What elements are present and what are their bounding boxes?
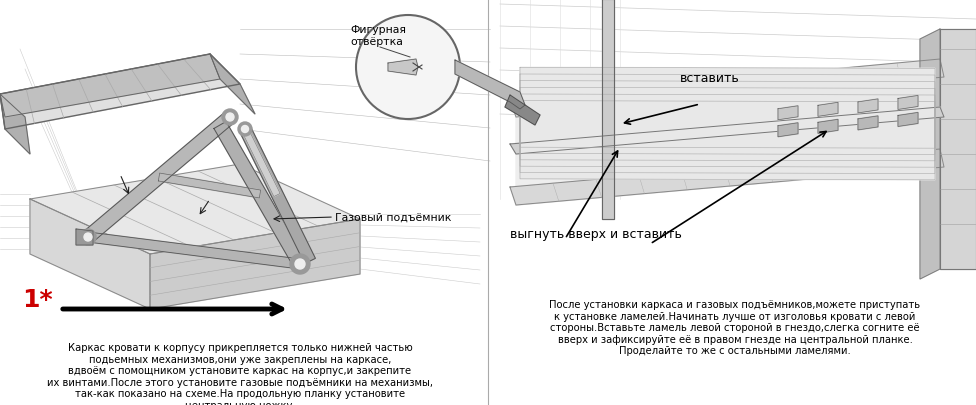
Polygon shape <box>510 149 944 205</box>
Polygon shape <box>520 88 935 168</box>
Polygon shape <box>940 30 976 269</box>
Polygon shape <box>244 133 280 197</box>
Polygon shape <box>210 55 255 115</box>
Circle shape <box>238 123 252 136</box>
Circle shape <box>241 126 249 133</box>
Circle shape <box>295 259 305 269</box>
Circle shape <box>290 254 310 274</box>
Polygon shape <box>520 75 935 155</box>
Polygon shape <box>76 230 93 245</box>
Polygon shape <box>778 124 798 137</box>
Polygon shape <box>214 122 306 268</box>
Polygon shape <box>898 96 918 110</box>
Circle shape <box>356 16 460 120</box>
Polygon shape <box>84 112 234 243</box>
Polygon shape <box>858 100 878 114</box>
Polygon shape <box>0 55 240 130</box>
Polygon shape <box>30 200 150 309</box>
Polygon shape <box>0 55 220 118</box>
Circle shape <box>297 261 303 267</box>
Circle shape <box>84 233 92 241</box>
Polygon shape <box>520 68 935 149</box>
Text: 1*: 1* <box>22 287 53 311</box>
Polygon shape <box>505 96 540 126</box>
Polygon shape <box>388 60 418 76</box>
Text: После установки каркаса и газовых подъёмников,можете приступать
к установке ламе: После установки каркаса и газовых подъём… <box>549 299 920 356</box>
Polygon shape <box>510 60 944 118</box>
Text: Газовый подъёмник: Газовый подъёмник <box>335 213 451 222</box>
Polygon shape <box>778 107 798 120</box>
Polygon shape <box>520 95 935 174</box>
Polygon shape <box>516 78 944 205</box>
Polygon shape <box>858 117 878 130</box>
Circle shape <box>226 114 234 121</box>
Polygon shape <box>818 120 838 134</box>
Polygon shape <box>602 0 614 220</box>
Polygon shape <box>520 81 935 162</box>
Text: вставить: вставить <box>680 72 740 85</box>
Text: Каркас кровати к корпусу прикрепляется только нижней частью
подьемных механизмов: Каркас кровати к корпусу прикрепляется т… <box>47 342 433 405</box>
Polygon shape <box>510 108 944 155</box>
Polygon shape <box>30 164 360 254</box>
Polygon shape <box>158 174 261 198</box>
Polygon shape <box>150 220 360 309</box>
Polygon shape <box>240 127 315 264</box>
Polygon shape <box>0 95 30 155</box>
Polygon shape <box>898 113 918 127</box>
Circle shape <box>80 230 96 245</box>
Polygon shape <box>520 101 935 180</box>
Text: Фигурная
отвёртка: Фигурная отвёртка <box>350 25 406 47</box>
Polygon shape <box>818 103 838 117</box>
Circle shape <box>222 110 238 126</box>
Polygon shape <box>88 232 301 269</box>
Text: выгнуть вверх и вставить: выгнуть вверх и вставить <box>510 228 682 241</box>
Polygon shape <box>455 61 525 110</box>
Circle shape <box>294 258 306 270</box>
Polygon shape <box>920 30 940 279</box>
